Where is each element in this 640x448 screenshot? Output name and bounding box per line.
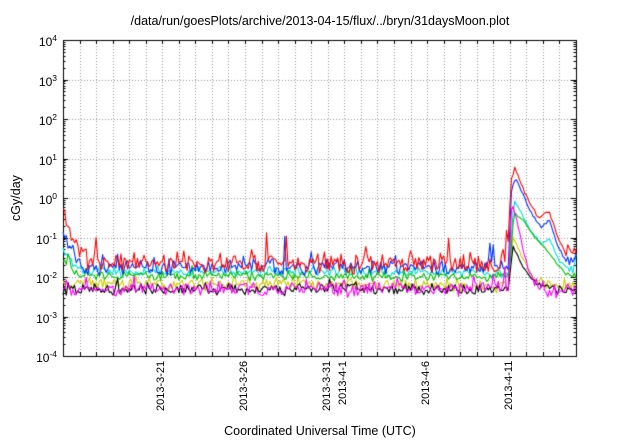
x-tick-label: 2013-3-26: [238, 360, 251, 412]
y-tick-label: 10-3: [36, 309, 57, 326]
x-tick-label: 2013-4-11: [502, 360, 515, 411]
x-tick-label: 2013-4-1: [337, 360, 350, 406]
y-tick-label: 103: [38, 72, 57, 89]
y-tick-label: 100: [38, 191, 57, 207]
y-tick-label: 102: [38, 112, 57, 128]
y-tick-label: 10-2: [36, 270, 57, 286]
x-axis-label: Coordinated Universal Time (UTC): [224, 424, 416, 438]
x-tick-label: 2013-3-21: [155, 360, 168, 412]
y-tick-label: 101: [38, 151, 57, 168]
x-tick-label: 2013-4-6: [420, 360, 433, 406]
y-tick-label: 10-4: [36, 349, 57, 365]
y-tick-label: 104: [38, 33, 57, 49]
y-tick-label: 10-1: [36, 230, 57, 247]
chart-title: /data/run/goesPlots/archive/2013-04-15/f…: [130, 14, 510, 28]
x-tick-label: 2013-3-31: [320, 360, 333, 412]
